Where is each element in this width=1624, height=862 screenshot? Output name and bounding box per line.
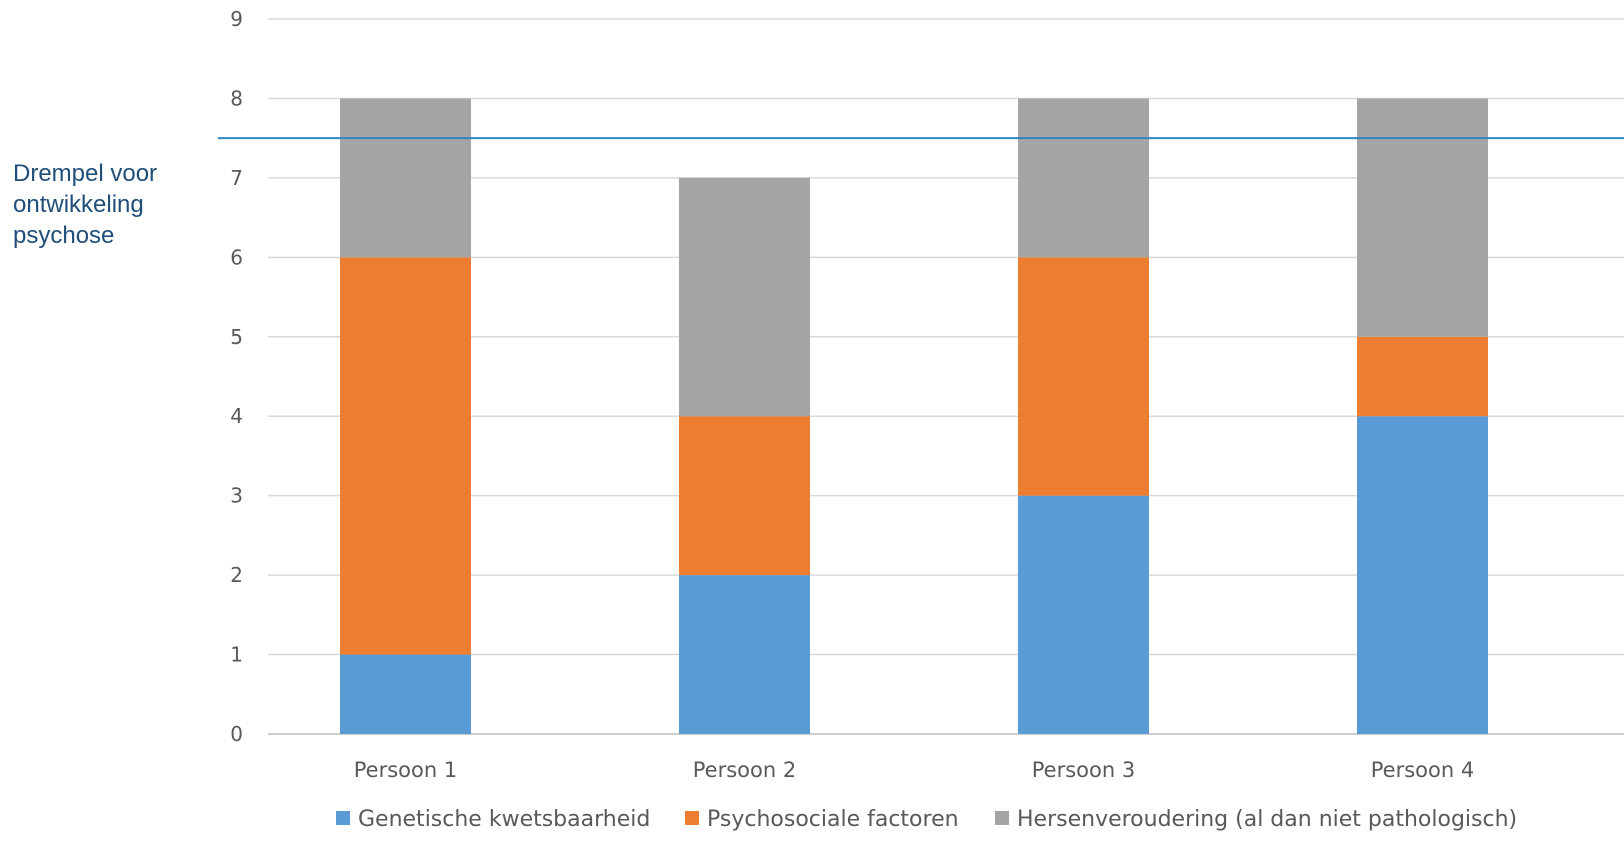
y-axis-ticks: 0 1 2 3 4 5 6 7 8 9 <box>230 7 243 746</box>
bar-segment <box>679 177 810 417</box>
x-category-label: Persoon 2 <box>693 758 796 782</box>
legend-swatch <box>685 811 699 825</box>
legend-label: Psychosociale factoren <box>707 807 959 832</box>
legend-swatch <box>995 811 1009 825</box>
y-tick-label: 6 <box>230 245 243 269</box>
bar-segment <box>1357 416 1488 734</box>
legend: Genetische kwetsbaarheid Psychosociale fa… <box>336 807 1517 832</box>
y-tick-label: 4 <box>230 404 243 428</box>
legend-label: Genetische kwetsbaarheid <box>358 807 650 832</box>
bar-segment <box>1018 98 1149 258</box>
bars <box>340 98 1488 734</box>
bar-segment <box>340 654 471 734</box>
bar-segment <box>679 575 810 734</box>
bar-segment <box>340 98 471 258</box>
threshold-label: Drempel voor ontwikkeling psychose <box>13 160 158 249</box>
legend-label: Hersenveroudering (al dan niet pathologi… <box>1017 807 1517 832</box>
bar-segment <box>1018 495 1149 734</box>
y-tick-label: 5 <box>230 325 243 349</box>
y-tick-label: 2 <box>230 563 243 587</box>
bar-segment <box>340 257 471 655</box>
legend-swatch <box>336 811 350 825</box>
y-tick-label: 9 <box>230 7 243 31</box>
y-tick-label: 0 <box>230 722 243 746</box>
bar-segment <box>1357 336 1488 417</box>
bar-segment <box>1357 98 1488 337</box>
y-tick-label: 3 <box>230 484 243 508</box>
x-category-label: Persoon 3 <box>1032 758 1135 782</box>
bar-segment <box>1018 257 1149 496</box>
bar-segment <box>679 416 810 576</box>
y-tick-label: 7 <box>230 166 243 190</box>
x-category-label: Persoon 4 <box>1371 758 1474 782</box>
x-axis-categories: Persoon 1 Persoon 2 Persoon 3 Persoon 4 <box>354 758 1474 782</box>
y-tick-label: 1 <box>230 643 243 667</box>
x-category-label: Persoon 1 <box>354 758 457 782</box>
gridlines <box>268 18 1624 735</box>
y-tick-label: 8 <box>230 86 243 110</box>
